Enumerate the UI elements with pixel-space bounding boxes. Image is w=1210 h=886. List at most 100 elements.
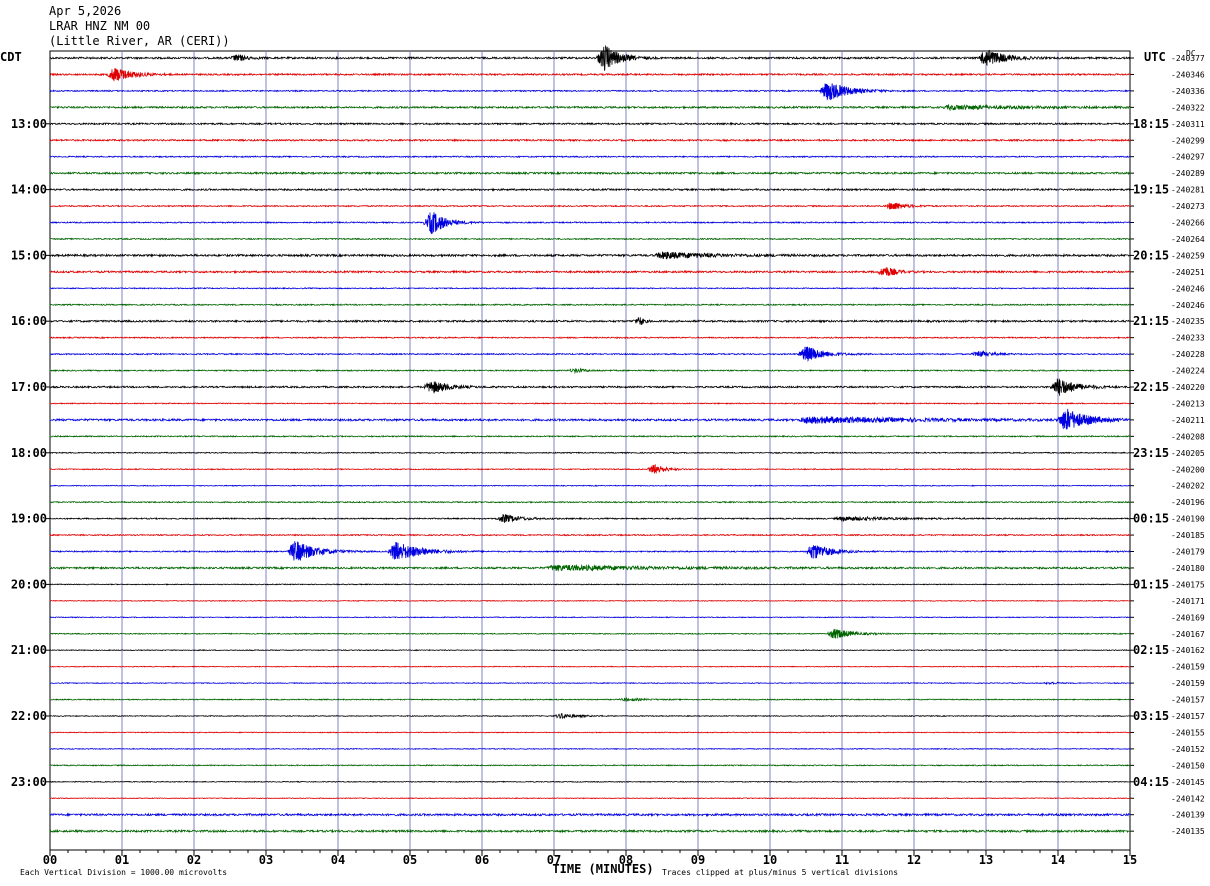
trace-line: [49, 303, 1131, 307]
grid-layer: [45, 50, 1134, 856]
utc-time-label: 01:15: [1133, 577, 1169, 591]
dc-value-label: -240179: [1171, 548, 1205, 557]
cdt-time-label: 15:00: [11, 248, 47, 262]
dc-value-label: -240159: [1171, 663, 1205, 672]
trace-line: [49, 336, 1131, 340]
trace-line: [49, 828, 1131, 834]
dc-value-label: -240185: [1171, 531, 1205, 540]
trace-line: [49, 812, 1131, 818]
dc-value-label: -240200: [1171, 465, 1205, 474]
trace-line: [49, 649, 1131, 652]
dc-value-label: -240180: [1171, 564, 1205, 573]
dc-value-label: -240377: [1171, 54, 1205, 63]
utc-time-label: 04:15: [1133, 775, 1169, 789]
cdt-time-label: 13:00: [11, 117, 47, 131]
dc-value-label: -240224: [1171, 367, 1205, 376]
trace-line: [49, 83, 1131, 101]
dc-value-label: -240150: [1171, 761, 1205, 770]
dc-value-label: -240202: [1171, 482, 1205, 491]
cdt-time-label: 19:00: [11, 512, 47, 526]
trace-line: [49, 402, 1131, 405]
dc-value-label: -240273: [1171, 202, 1205, 211]
trace-line: [49, 237, 1131, 241]
x-tick-label: 04: [331, 853, 345, 867]
trace-line: [49, 697, 1131, 702]
x-tick-label: 05: [403, 853, 417, 867]
trace-line: [49, 187, 1131, 192]
x-tick-label: 10: [763, 853, 777, 867]
dc-value-label: -240155: [1171, 728, 1205, 737]
cdt-time-label: 18:00: [11, 446, 47, 460]
trace-line: [49, 267, 1131, 277]
trace-line: [49, 764, 1131, 767]
trace-line: [49, 681, 1131, 686]
utc-time-label: 02:15: [1133, 643, 1169, 657]
x-tick-label: 14: [1051, 853, 1065, 867]
trace-line: [49, 747, 1131, 751]
cdt-time-label: 23:00: [11, 775, 47, 789]
x-tick-label: 00: [43, 853, 57, 867]
trace-line: [49, 713, 1131, 720]
header-location: (Little River, AR (CERI)): [49, 34, 230, 48]
trace-line: [49, 103, 1131, 112]
trace-line: [49, 797, 1131, 800]
trace-line: [49, 367, 1131, 375]
dc-value-label: -240251: [1171, 268, 1205, 277]
dc-value-label: -240190: [1171, 515, 1205, 524]
x-tick-label: 06: [475, 853, 489, 867]
dc-value-label: -240145: [1171, 778, 1205, 787]
trace-line: [49, 616, 1131, 619]
trace-line: [49, 780, 1131, 783]
header-date: Apr 5,2026: [49, 4, 122, 18]
dc-value-label: -240264: [1171, 235, 1205, 244]
dc-value-label: -240246: [1171, 301, 1205, 310]
cdt-time-label: 16:00: [11, 314, 47, 328]
cdt-time-label: 21:00: [11, 643, 47, 657]
utc-time-label: 20:15: [1133, 248, 1169, 262]
dc-value-label: -240228: [1171, 350, 1205, 359]
dc-value-label: -240196: [1171, 498, 1205, 507]
utc-time-label: 00:15: [1133, 512, 1169, 526]
utc-time-label: 03:15: [1133, 709, 1169, 723]
trace-line: [49, 121, 1131, 126]
trace-line: [49, 541, 1131, 561]
trace-line: [49, 170, 1131, 176]
trace-line: [49, 212, 1131, 235]
dc-value-label: -240159: [1171, 679, 1205, 688]
trace-line: [49, 68, 1131, 82]
dc-header-label: DC: [1186, 49, 1196, 58]
trace-line: [49, 533, 1131, 537]
x-tick-label: 08: [619, 853, 633, 867]
dc-value-label: -240322: [1171, 103, 1205, 112]
utc-time-label: 18:15: [1133, 117, 1169, 131]
x-tick-label: 15: [1123, 853, 1137, 867]
x-tick-label: 03: [259, 853, 273, 867]
trace-line: [49, 434, 1131, 438]
trace-line: [49, 513, 1131, 523]
dc-value-label: -240311: [1171, 120, 1205, 129]
cdt-time-label: 22:00: [11, 709, 47, 723]
trace-line: [49, 500, 1131, 504]
dc-value-label: -240139: [1171, 811, 1205, 820]
dc-value-label: -240299: [1171, 136, 1205, 145]
dc-value-label: -240220: [1171, 383, 1205, 392]
dc-value-label: -240205: [1171, 449, 1205, 458]
dc-value-label: -240213: [1171, 399, 1205, 408]
dc-value-label: -240167: [1171, 630, 1205, 639]
dc-value-label: -240297: [1171, 153, 1205, 162]
trace-line: [49, 44, 1131, 72]
trace-line: [49, 317, 1131, 326]
utc-axis-label: UTC: [1144, 50, 1166, 64]
dc-value-label: -240171: [1171, 597, 1205, 606]
cdt-time-label: 17:00: [11, 380, 47, 394]
trace-line: [49, 155, 1131, 159]
trace-line: [49, 628, 1131, 639]
trace-line: [49, 665, 1131, 668]
dc-value-label: -240211: [1171, 416, 1205, 425]
utc-time-label: 23:15: [1133, 446, 1169, 460]
traces-layer: [49, 44, 1131, 834]
dc-value-label: -240152: [1171, 745, 1205, 754]
trace-line: [49, 202, 1131, 210]
cdt-axis-label: CDT: [0, 50, 22, 64]
dc-value-label: -240135: [1171, 827, 1205, 836]
